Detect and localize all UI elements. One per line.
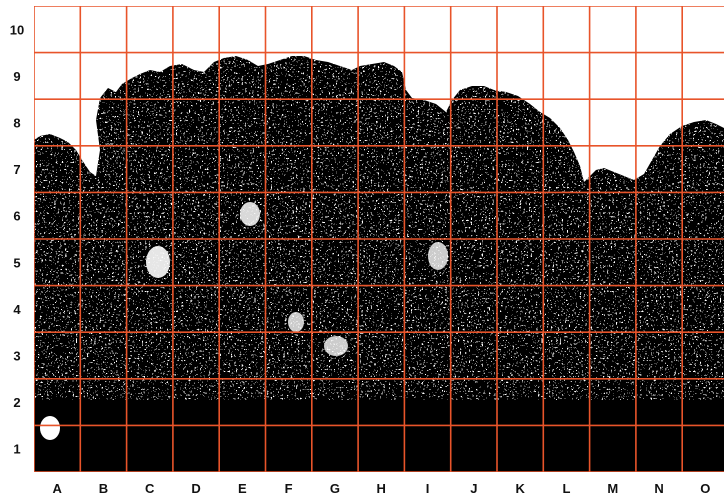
column-label: K — [515, 481, 525, 496]
row-label: 2 — [13, 395, 20, 410]
column-labels: A B C D E F G H I J K L M N O — [52, 481, 710, 496]
row-label: 6 — [13, 209, 20, 224]
row-label: 5 — [13, 255, 20, 270]
light-gap — [288, 312, 304, 332]
plot-area — [34, 6, 724, 472]
reference-grid — [34, 6, 724, 472]
column-label: M — [607, 481, 618, 496]
canopy-texture — [34, 56, 724, 440]
row-label: 10 — [10, 22, 24, 37]
row-label: 3 — [13, 349, 20, 364]
column-label: I — [426, 481, 430, 496]
light-gap — [324, 336, 348, 356]
light-gap — [40, 416, 60, 440]
column-label: G — [330, 481, 340, 496]
column-label: B — [99, 481, 108, 496]
column-label: A — [52, 481, 62, 496]
row-labels: 10 9 8 7 6 5 4 3 2 1 — [10, 22, 24, 456]
column-label: O — [700, 481, 710, 496]
row-label: 1 — [13, 442, 20, 457]
row-label: 9 — [13, 69, 20, 84]
row-label: 4 — [13, 302, 21, 317]
column-label: H — [377, 481, 386, 496]
light-gap — [146, 246, 170, 278]
column-label: D — [191, 481, 200, 496]
column-label: N — [654, 481, 663, 496]
column-label: F — [285, 481, 293, 496]
light-gap — [428, 242, 448, 270]
column-label: E — [238, 481, 247, 496]
column-label: L — [562, 481, 570, 496]
row-label: 7 — [13, 162, 20, 177]
column-label: C — [145, 481, 155, 496]
row-label: 8 — [13, 116, 20, 131]
light-gap — [240, 202, 260, 226]
column-label: J — [470, 481, 477, 496]
